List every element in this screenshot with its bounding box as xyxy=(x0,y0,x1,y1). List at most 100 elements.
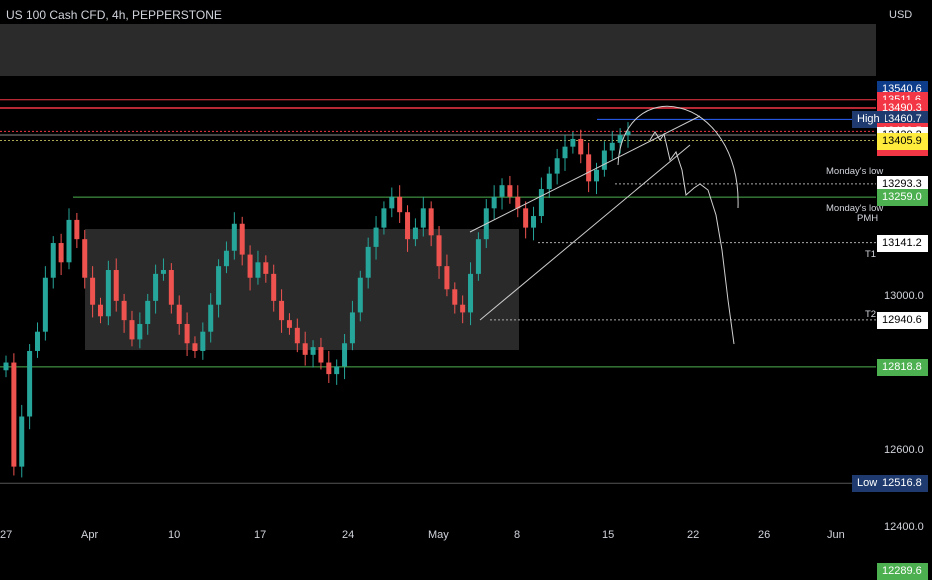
candle xyxy=(129,320,135,340)
candle xyxy=(208,304,214,332)
candle xyxy=(389,196,395,209)
candle xyxy=(34,331,40,351)
candle xyxy=(562,146,568,159)
time-tick: 17 xyxy=(254,529,267,541)
candle xyxy=(468,273,474,313)
candle xyxy=(137,323,143,340)
price-tag-p13293: 13293.3 xyxy=(877,175,928,193)
candle xyxy=(491,196,497,209)
candle xyxy=(586,154,592,182)
candle xyxy=(302,343,308,355)
candle xyxy=(168,270,174,305)
candle xyxy=(184,323,190,344)
candle xyxy=(294,327,300,344)
candle xyxy=(444,266,450,290)
candle xyxy=(223,250,229,267)
t1-label: T1 xyxy=(865,249,877,260)
candle xyxy=(19,416,25,467)
candle xyxy=(578,138,584,155)
candle xyxy=(310,347,316,355)
price-tick: 12600.0 xyxy=(884,444,924,457)
candle xyxy=(475,239,481,274)
candle xyxy=(570,138,576,147)
candle xyxy=(192,343,198,351)
candle xyxy=(594,169,600,182)
candle xyxy=(357,277,363,313)
price-tag-p12818: 12818.8 xyxy=(877,358,928,376)
candle xyxy=(286,320,292,328)
candle xyxy=(160,270,166,274)
candle xyxy=(342,343,348,367)
t2-label: T2 xyxy=(865,309,877,320)
wedge-upper-line xyxy=(469,115,701,233)
candle xyxy=(231,223,237,251)
candle xyxy=(255,262,261,278)
price-tick: 12400.0 xyxy=(884,521,924,534)
candle xyxy=(499,185,505,197)
candle xyxy=(247,254,253,278)
time-tick: 10 xyxy=(168,529,181,541)
candle xyxy=(334,366,340,375)
time-tick: 15 xyxy=(602,529,615,541)
candle xyxy=(373,227,379,247)
candle xyxy=(318,347,324,363)
candle xyxy=(11,362,17,467)
price-tag-p13259: 13259.0 xyxy=(877,189,928,207)
candle xyxy=(381,208,387,228)
candle xyxy=(66,219,72,263)
mondays-low-label: Monday's low xyxy=(826,166,884,177)
candle xyxy=(82,239,88,278)
candle xyxy=(97,304,103,317)
supply-zone xyxy=(0,24,876,76)
candle xyxy=(365,246,371,278)
candle xyxy=(153,273,159,301)
candle xyxy=(554,158,560,174)
candle xyxy=(546,173,552,190)
candle xyxy=(523,208,529,228)
candle xyxy=(176,304,182,324)
candle xyxy=(121,300,127,321)
candle xyxy=(200,331,206,351)
chart-title: US 100 Cash CFD, 4h, PEPPERSTONE xyxy=(6,8,222,22)
candle xyxy=(420,208,426,228)
candle xyxy=(460,304,466,313)
candle xyxy=(239,223,245,255)
candle xyxy=(90,277,96,305)
candle xyxy=(538,189,544,217)
candle xyxy=(515,196,521,209)
time-tick: 22 xyxy=(687,529,700,541)
price-label-p13460: High xyxy=(852,111,885,129)
time-tick: 24 xyxy=(342,529,355,541)
time-tick: Apr xyxy=(81,529,99,541)
candle xyxy=(50,243,56,278)
price-tag-p13405: 13405.9 xyxy=(877,132,928,150)
pmh-label: PMH xyxy=(857,213,879,224)
candle xyxy=(113,270,119,301)
candle xyxy=(58,243,64,263)
candle xyxy=(609,142,615,151)
candle xyxy=(397,196,403,213)
price-tick: 13000.0 xyxy=(884,290,924,302)
candle xyxy=(145,300,151,324)
candle xyxy=(617,135,623,143)
price-tag-p13141: 13141.2 xyxy=(877,234,928,252)
time-tick: 8 xyxy=(514,529,521,541)
price-chart[interactable] xyxy=(0,0,932,550)
candle xyxy=(263,262,269,274)
candle xyxy=(531,216,537,228)
candle xyxy=(405,212,411,240)
candle xyxy=(601,150,607,170)
candle xyxy=(271,273,277,301)
candle xyxy=(452,289,458,305)
price-tag-p12289: 12289.6 xyxy=(877,562,928,580)
candle xyxy=(507,185,513,197)
candle xyxy=(42,277,48,332)
price-tag-p12940: 12940.6 xyxy=(877,311,928,329)
price-label-p12516: Low xyxy=(852,475,883,493)
candle xyxy=(27,350,33,417)
wedge-lower-line xyxy=(479,144,691,321)
candle xyxy=(74,219,80,240)
currency-label: USD xyxy=(889,9,913,21)
candle xyxy=(349,312,355,344)
candle xyxy=(436,235,442,267)
